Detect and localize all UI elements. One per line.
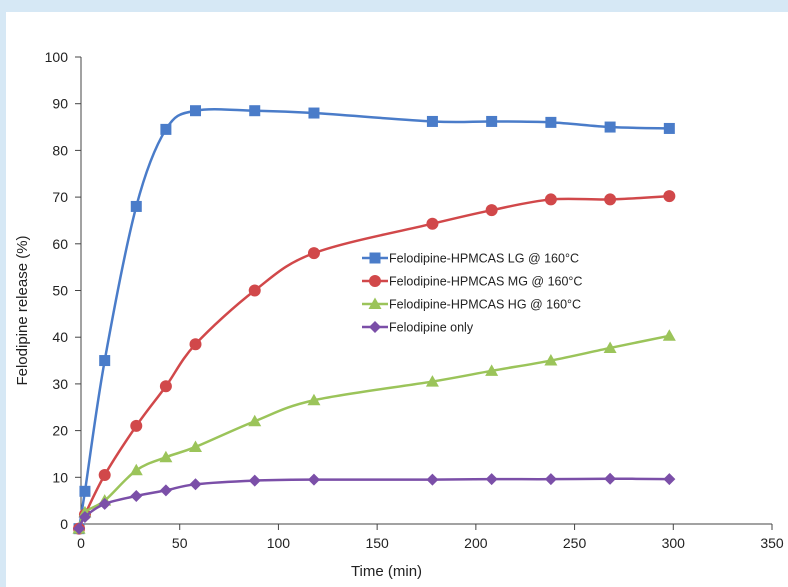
- data-point-circle: [98, 468, 111, 481]
- data-point-square: [99, 355, 111, 367]
- x-tick-label: 0: [77, 535, 85, 551]
- data-point-triangle: [485, 364, 499, 376]
- series-2: [73, 190, 676, 535]
- data-point-triangle: [189, 440, 203, 452]
- chart-panel: 0 10 20 30 40 50 60 70 80 90 100 0 50 100 150 200 250 30…: [6, 12, 788, 587]
- data-point-square: [308, 107, 320, 119]
- data-point-circle: [426, 217, 439, 230]
- x-axis-ticks: 0 50 100 150 200 250 300 350: [77, 524, 784, 551]
- data-point-square: [486, 115, 498, 127]
- data-point-triangle: [307, 393, 321, 406]
- data-point-square: [545, 116, 557, 128]
- y-tick-label: 20: [52, 423, 68, 439]
- data-point-diamond: [485, 473, 498, 486]
- data-point-square: [79, 485, 91, 497]
- data-point-square: [369, 252, 381, 264]
- series-1: [73, 105, 675, 535]
- data-point-triangle: [425, 375, 439, 387]
- data-point-triangle: [368, 297, 382, 309]
- data-point-diamond: [663, 473, 676, 486]
- axes: [80, 57, 772, 532]
- data-point-circle: [307, 247, 320, 260]
- data-point-triangle: [662, 329, 676, 341]
- data-point-diamond: [307, 473, 320, 486]
- series-4: [73, 472, 676, 535]
- data-point-circle: [544, 193, 557, 206]
- legend-item: Felodipine-HPMCAS MG @ 160°C: [362, 275, 582, 289]
- data-point-diamond: [130, 489, 143, 502]
- legend-label: Felodipine only: [389, 321, 474, 335]
- legend-item: Felodipine-HPMCAS HG @ 160°C: [362, 297, 581, 312]
- data-point-circle: [663, 190, 676, 203]
- data-point-square: [130, 200, 142, 212]
- legend-label: Felodipine-HPMCAS LG @ 160°C: [389, 252, 579, 266]
- data-point-diamond: [78, 510, 91, 523]
- data-point-circle: [604, 193, 617, 206]
- y-tick-label: 60: [52, 236, 68, 252]
- line-chart: 0 10 20 30 40 50 60 70 80 90 100 0 50 100 150 200 250 30…: [14, 49, 784, 580]
- data-point-triangle: [129, 463, 143, 476]
- y-axis-ticks: 0 10 20 30 40 50 60 70 80 90 100: [45, 49, 81, 532]
- legend: Felodipine-HPMCAS LG @ 160°C Felodipine-H…: [362, 252, 582, 335]
- x-tick-label: 100: [267, 535, 291, 551]
- data-point-square: [426, 115, 438, 127]
- x-tick-label: 300: [662, 535, 686, 551]
- data-point-square: [604, 121, 616, 133]
- x-axis-title: Time (min): [351, 563, 422, 580]
- data-point-circle: [159, 380, 172, 393]
- legend-item: Felodipine-HPMCAS LG @ 160°C: [362, 252, 579, 266]
- data-point-diamond: [159, 484, 172, 497]
- x-tick-label: 250: [563, 535, 587, 551]
- series-line: [77, 107, 670, 529]
- x-tick-label: 50: [172, 535, 188, 551]
- data-point-diamond: [426, 473, 439, 486]
- series-group: [72, 105, 676, 535]
- data-point-circle: [189, 338, 202, 351]
- y-tick-label: 50: [52, 283, 68, 299]
- data-point-diamond: [189, 478, 202, 491]
- data-point-circle: [130, 419, 143, 432]
- data-point-circle: [485, 204, 498, 217]
- data-point-diamond: [544, 473, 557, 486]
- data-point-circle: [248, 284, 261, 297]
- data-point-diamond: [98, 497, 111, 510]
- y-tick-label: 80: [52, 142, 68, 158]
- legend-label: Felodipine-HPMCAS MG @ 160°C: [389, 275, 582, 289]
- y-tick-label: 70: [52, 189, 68, 205]
- data-point-triangle: [248, 414, 262, 427]
- data-point-square: [249, 105, 261, 117]
- x-tick-label: 350: [760, 535, 784, 551]
- data-point-square: [190, 105, 202, 117]
- x-tick-label: 150: [365, 535, 389, 551]
- y-tick-label: 0: [60, 516, 68, 532]
- data-point-square: [160, 123, 172, 135]
- y-tick-label: 30: [52, 376, 68, 392]
- y-tick-label: 40: [52, 329, 68, 345]
- data-point-diamond: [248, 474, 261, 487]
- y-axis-title: Felodipine release (%): [14, 235, 31, 385]
- data-point-diamond: [369, 321, 381, 333]
- data-point-triangle: [544, 354, 558, 366]
- legend-item: Felodipine only: [362, 321, 474, 335]
- series-line: [77, 334, 670, 530]
- data-point-diamond: [73, 522, 86, 535]
- data-point-triangle: [159, 450, 173, 463]
- data-point-triangle: [603, 341, 617, 353]
- y-tick-label: 10: [52, 469, 68, 485]
- y-tick-label: 100: [45, 49, 69, 65]
- data-point-diamond: [604, 472, 617, 485]
- legend-label: Felodipine-HPMCAS HG @ 160°C: [389, 298, 581, 312]
- data-point-circle: [369, 275, 381, 287]
- series-3: [72, 329, 676, 534]
- y-tick-label: 90: [52, 96, 68, 112]
- data-point-square: [663, 122, 675, 134]
- x-tick-label: 200: [464, 535, 488, 551]
